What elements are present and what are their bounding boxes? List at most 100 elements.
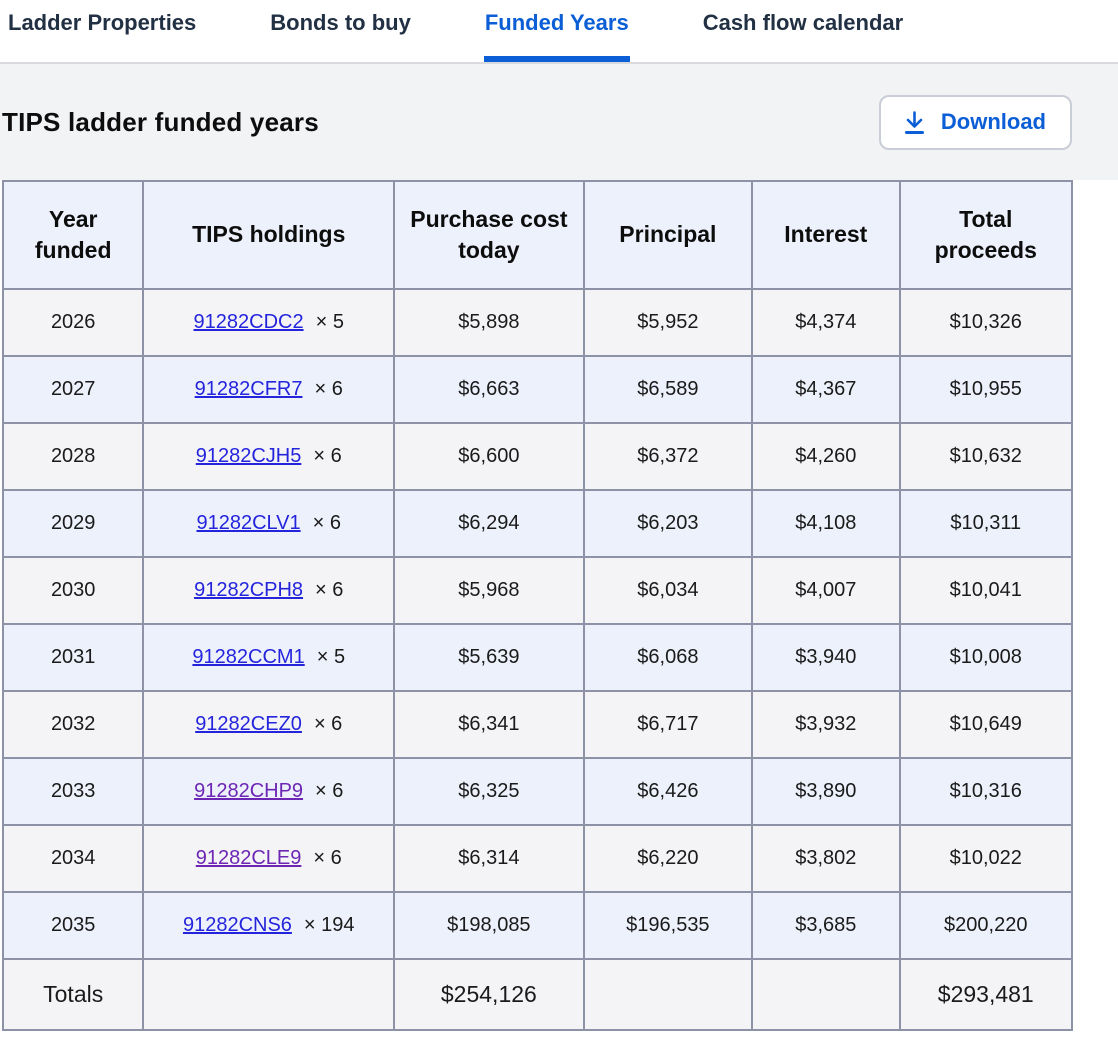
cusip-link[interactable]: 91282CLV1 — [196, 512, 301, 534]
purchase-cost-cell: $5,898 — [393, 288, 585, 357]
totals-label: Totals — [1, 958, 145, 1031]
col-header-purchase-cost: Purchase cost today — [393, 180, 585, 290]
col-header-year-funded: Year funded — [1, 180, 145, 290]
interest-cell: $4,367 — [751, 355, 901, 424]
interest-cell: $4,108 — [751, 489, 901, 558]
totals-row: Totals $254,126 $293,481 — [1, 958, 1073, 1031]
quantity-label: × 6 — [315, 780, 344, 802]
quantity-label: × 5 — [315, 311, 344, 333]
total-proceeds-cell: $10,311 — [898, 489, 1073, 558]
quantity-label: × 6 — [313, 713, 343, 735]
year-cell: 2035 — [1, 891, 145, 960]
cusip-link[interactable]: 91282CFR7 — [194, 378, 303, 400]
col-header-interest: Interest — [751, 180, 901, 290]
interest-cell: $3,685 — [751, 891, 901, 960]
quantity-label: × 6 — [313, 847, 342, 869]
totals-principal-empty — [582, 958, 754, 1031]
purchase-cost-cell: $6,600 — [393, 422, 585, 491]
col-header-total-proceeds: Total proceeds — [898, 180, 1073, 290]
total-proceeds-cell: $10,316 — [898, 757, 1073, 826]
holdings-cell: 91282CJH5 × 6 — [142, 422, 396, 491]
interest-cell: $3,890 — [751, 757, 901, 826]
col-header-principal: Principal — [582, 180, 754, 290]
totals-holdings-empty — [142, 958, 396, 1031]
interest-cell: $4,374 — [751, 288, 901, 357]
tab-funded-years[interactable]: Funded Years — [483, 8, 630, 62]
table-row: 2030 91282CPH8 × 6 $5,968 $6,034 $4,007 $… — [1, 556, 1073, 625]
download-button-label: Download — [940, 109, 1046, 134]
year-cell: 2034 — [1, 824, 145, 893]
year-cell: 2031 — [1, 623, 145, 692]
total-proceeds-cell: $10,022 — [898, 824, 1073, 893]
year-cell: 2033 — [1, 757, 145, 826]
principal-cell: $6,372 — [582, 422, 754, 491]
year-cell: 2028 — [1, 422, 145, 491]
cusip-link[interactable]: 91282CDC2 — [193, 311, 304, 333]
table-row: 2026 91282CDC2 × 5 $5,898 $5,952 $4,374 $… — [1, 288, 1073, 357]
year-cell: 2026 — [1, 288, 145, 357]
quantity-label: × 6 — [312, 512, 341, 534]
cusip-link[interactable]: 91282CJH5 — [195, 445, 302, 467]
tab-cash-flow-calendar[interactable]: Cash flow calendar — [702, 10, 904, 35]
totals-purchase-cost: $254,126 — [393, 958, 585, 1031]
holdings-cell: 91282CCM1 × 5 — [142, 623, 396, 692]
total-proceeds-cell: $10,649 — [898, 690, 1073, 759]
total-proceeds-cell: $10,008 — [898, 623, 1073, 692]
cusip-link[interactable]: 91282CHP9 — [194, 780, 304, 802]
totals-interest-empty — [751, 958, 901, 1031]
tab-bar: Ladder Properties Bonds to buy Funded Ye… — [0, 0, 1118, 64]
table-row: 2028 91282CJH5 × 6 $6,600 $6,372 $4,260 $… — [1, 422, 1073, 491]
holdings-cell: 91282CHP9 × 6 — [142, 757, 396, 826]
purchase-cost-cell: $5,639 — [393, 623, 585, 692]
cusip-link[interactable]: 91282CLE9 — [195, 847, 302, 869]
tab-ladder-properties[interactable]: Ladder Properties — [8, 10, 197, 35]
total-proceeds-cell: $10,632 — [898, 422, 1073, 491]
quantity-label: × 5 — [316, 646, 346, 668]
holdings-cell: 91282CNS6 × 194 — [142, 891, 396, 960]
purchase-cost-cell: $6,663 — [393, 355, 585, 424]
interest-cell: $4,260 — [751, 422, 901, 491]
page-title: TIPS ladder funded years — [2, 106, 319, 137]
principal-cell: $6,717 — [582, 690, 754, 759]
principal-cell: $6,220 — [582, 824, 754, 893]
year-cell: 2027 — [1, 355, 145, 424]
holdings-cell: 91282CFR7 × 6 — [142, 355, 396, 424]
col-header-tips-holdings: TIPS holdings — [142, 180, 396, 290]
principal-cell: $6,589 — [582, 355, 754, 424]
cusip-link[interactable]: 91282CNS6 — [182, 914, 292, 936]
table-row: 2035 91282CNS6 × 194 $198,085 $196,535 $3… — [1, 891, 1073, 960]
table-row: 2027 91282CFR7 × 6 $6,663 $6,589 $4,367 $… — [1, 355, 1073, 424]
cusip-link[interactable]: 91282CCM1 — [192, 646, 305, 668]
page-header-band: TIPS ladder funded years Download — [0, 64, 1118, 180]
total-proceeds-cell: $10,326 — [898, 288, 1073, 357]
holdings-cell: 91282CLV1 × 6 — [142, 489, 396, 558]
table-row: 2032 91282CEZ0 × 6 $6,341 $6,717 $3,932 $… — [1, 690, 1073, 759]
table-row: 2034 91282CLE9 × 6 $6,314 $6,220 $3,802 $… — [1, 824, 1073, 893]
principal-cell: $196,535 — [582, 891, 754, 960]
purchase-cost-cell: $198,085 — [393, 891, 585, 960]
principal-cell: $6,034 — [582, 556, 754, 625]
download-button[interactable]: Download — [878, 94, 1072, 150]
cusip-link[interactable]: 91282CEZ0 — [195, 713, 302, 735]
tab-bonds-to-buy[interactable]: Bonds to buy — [270, 10, 411, 35]
purchase-cost-cell: $6,341 — [393, 690, 585, 759]
year-cell: 2032 — [1, 690, 145, 759]
year-cell: 2029 — [1, 489, 145, 558]
interest-cell: $4,007 — [751, 556, 901, 625]
purchase-cost-cell: $6,325 — [393, 757, 585, 826]
totals-total-proceeds: $293,481 — [898, 958, 1073, 1031]
holdings-cell: 91282CPH8 × 6 — [142, 556, 396, 625]
total-proceeds-cell: $10,041 — [898, 556, 1073, 625]
table-row: 2029 91282CLV1 × 6 $6,294 $6,203 $4,108 $… — [1, 489, 1073, 558]
purchase-cost-cell: $6,314 — [393, 824, 585, 893]
quantity-label: × 6 — [313, 445, 342, 467]
principal-cell: $6,203 — [582, 489, 754, 558]
quantity-label: × 6 — [315, 579, 344, 601]
download-arrow-icon — [901, 109, 928, 136]
principal-cell: $6,068 — [582, 623, 754, 692]
total-proceeds-cell: $200,220 — [898, 891, 1073, 960]
purchase-cost-cell: $6,294 — [393, 489, 585, 558]
cusip-link[interactable]: 91282CPH8 — [194, 579, 304, 601]
table-header-row: Year funded TIPS holdings Purchase cost … — [1, 180, 1073, 290]
quantity-label: × 6 — [314, 378, 343, 400]
